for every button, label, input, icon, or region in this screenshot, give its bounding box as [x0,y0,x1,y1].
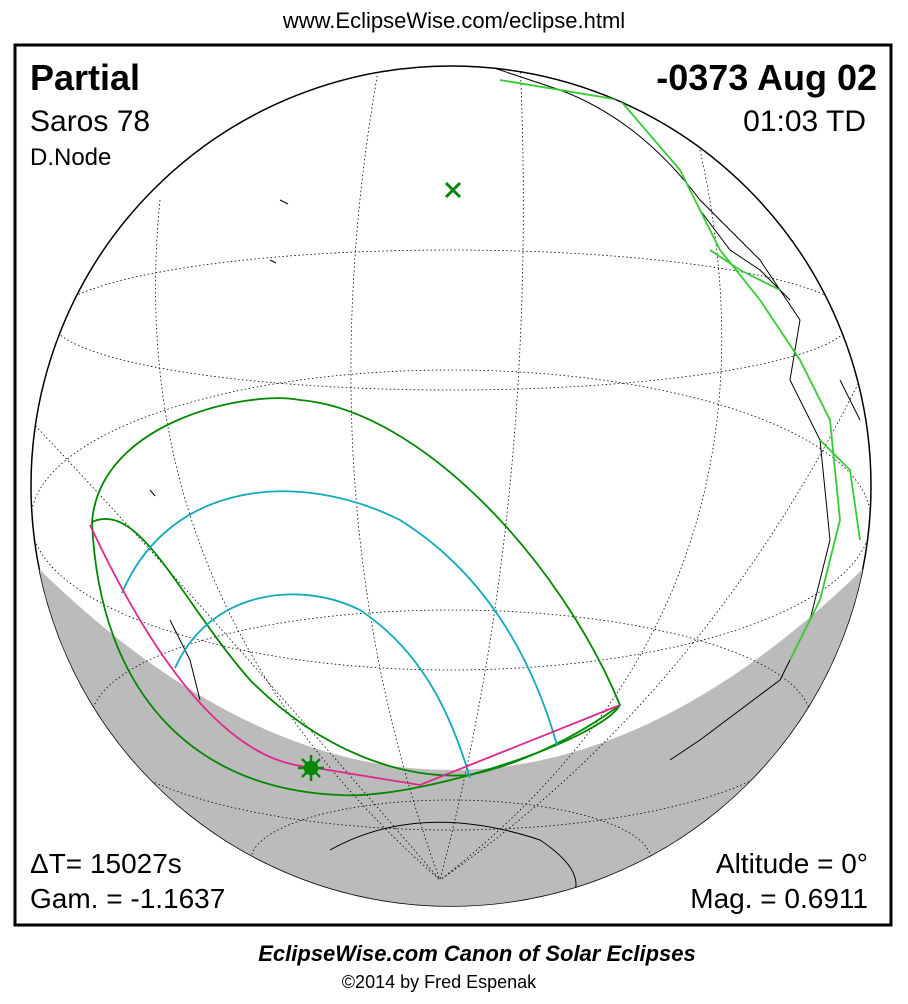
copyright: ©2014 by Fred Espenak [342,972,537,992]
magnitude-curve [121,490,558,746]
eclipse-type: Partial [30,57,140,98]
altitude: Altitude = 0° [716,848,868,879]
penumbra-limit [91,518,621,777]
night-shadow [31,560,871,906]
coastlines [149,66,861,906]
gamma: Gam. = -1.1637 [30,883,225,914]
magnitude: Mag. = 0.6911 [690,883,868,914]
date: -0373 Aug 02 [656,57,877,98]
time: 01:03 TD [743,105,866,138]
saros: Saros 78 [30,105,150,138]
magnitude-curve [174,593,471,779]
sun-marker [298,755,324,781]
delta-t: ΔT= 15027s [30,848,182,879]
greatest-eclipse-marker [444,181,462,199]
globe [30,65,872,907]
rise-set-curve [89,524,621,786]
footer-title: EclipseWise.com Canon of Solar Eclipses [258,941,696,966]
borders [499,79,861,661]
url: www.EclipseWise.com/eclipse.html [282,8,625,33]
node: D.Node [30,144,111,171]
